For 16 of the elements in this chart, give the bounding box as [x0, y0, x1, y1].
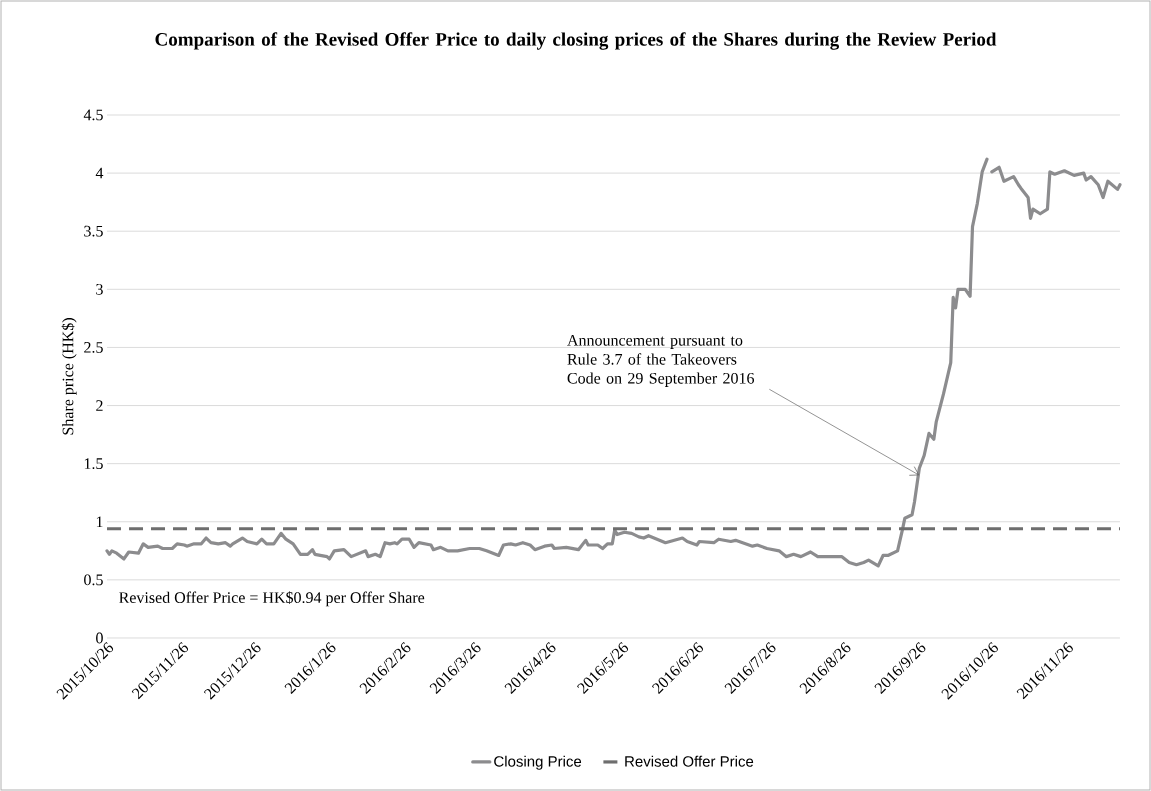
y-tick-label: 0.5: [84, 574, 103, 586]
y-tick-label: 4.5: [83, 109, 103, 121]
y-tick-label: 0: [96, 632, 103, 644]
chart-title: Comparison of the Revised Offer Price to daily closing prices of the Shares during the Review Period: [155, 32, 997, 50]
legend-label: Closing Price: [494, 755, 582, 770]
annotation: Announcement pursuant to Rule 3.7 of the Takeovers Code on 29 September 2016: [567, 334, 755, 387]
y-tick-label: 3: [96, 283, 103, 295]
annotation: Revised Offer Price = HK$0.94 per Offer Share: [119, 591, 425, 607]
y-tick-label: 2: [96, 400, 103, 411]
y-tick-label: 1: [96, 516, 103, 528]
y-tick-label: 3.5: [84, 225, 103, 237]
y-tick-label: 4: [95, 167, 104, 179]
y-axis-title: Share price (HK$): [61, 318, 77, 435]
y-tick-label: 2.5: [84, 342, 103, 353]
y-tick-label: 1.5: [84, 458, 103, 470]
legend-label: Revised Offer Price: [625, 755, 754, 767]
